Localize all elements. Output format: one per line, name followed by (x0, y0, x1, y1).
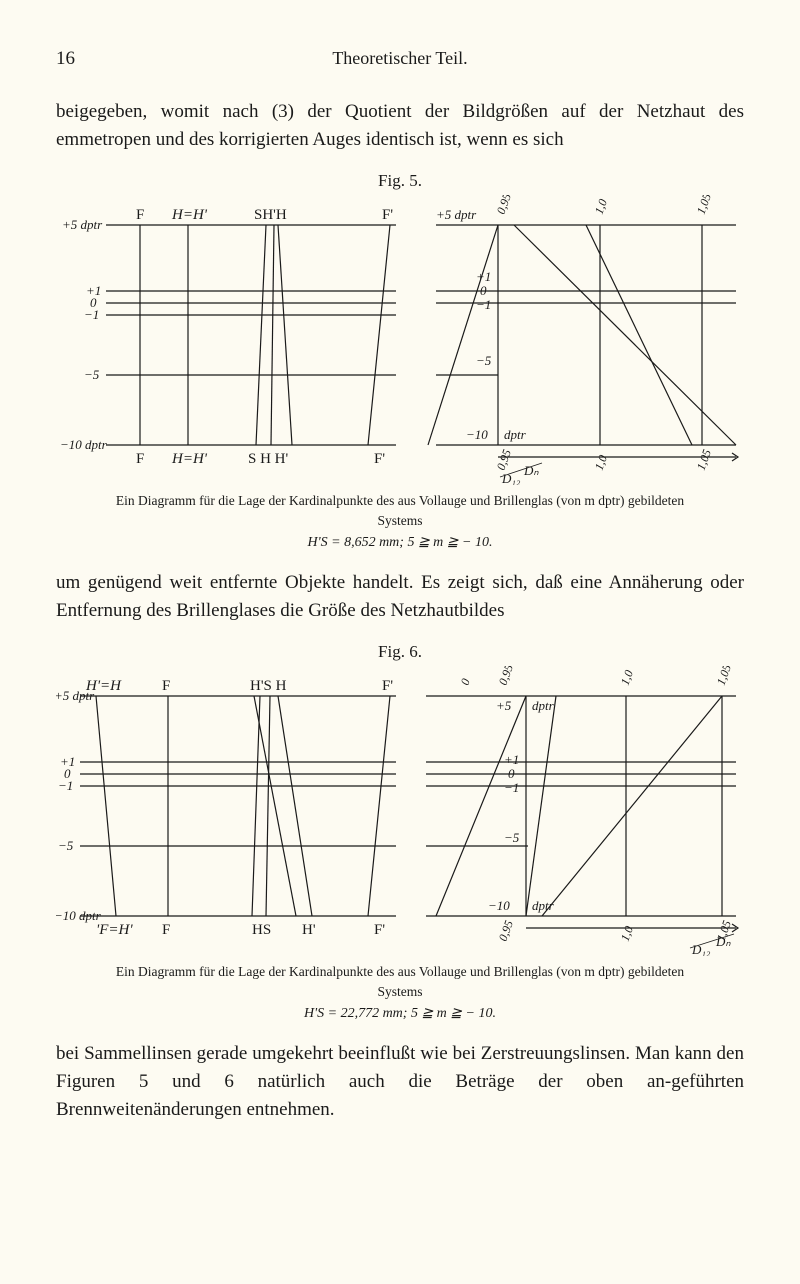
svg-text:+5: +5 (496, 698, 512, 713)
svg-text:0: 0 (508, 766, 515, 781)
fig6-caption-line1: Ein Diagramm für die Lage der Kardinalpu… (116, 964, 684, 979)
running-head: Theoretischer Teil. (56, 48, 744, 69)
svg-text:SH'H: SH'H (254, 207, 287, 223)
fig5-formula: H'S = 8,652 mm; 5 ≧ m ≧ − 10. (56, 534, 744, 551)
fig5-caption: Ein Diagramm für die Lage der Kardinalpu… (56, 491, 744, 530)
svg-text:F: F (136, 451, 144, 467)
paragraph-2: um genügend weit entfernte Objekte hande… (56, 569, 744, 624)
svg-text:F': F' (374, 451, 385, 467)
svg-text:H=H': H=H' (171, 207, 208, 223)
svg-text:F: F (136, 207, 144, 223)
svg-text:0,95: 0,95 (496, 666, 516, 687)
fig5-caption-line2: Systems (377, 513, 422, 528)
svg-text:−1: −1 (58, 778, 73, 793)
svg-text:−1: −1 (476, 297, 491, 312)
svg-text:0,95: 0,95 (494, 448, 514, 473)
svg-text:0,95: 0,95 (496, 919, 516, 944)
svg-text:H=H': H=H' (171, 451, 208, 467)
svg-text:−10: −10 (466, 427, 488, 442)
fig6-formula: H'S = 22,772 mm; 5 ≧ m ≧ − 10. (56, 1005, 744, 1022)
svg-text:'F=H': 'F=H' (96, 922, 133, 938)
svg-text:S H H': S H H' (248, 451, 289, 467)
svg-text:dptr: dptr (532, 898, 555, 913)
fig6-label: Fig. 6. (56, 642, 744, 662)
svg-text:HS: HS (252, 922, 271, 938)
svg-text:F': F' (382, 678, 393, 694)
svg-text:1,05: 1,05 (714, 666, 734, 687)
fig5-diagram: +5 dptr +1 0 −1 −5 −10 dptr F H=H' SH'H … (56, 195, 744, 485)
svg-text:F': F' (374, 922, 385, 938)
svg-text:+1: +1 (476, 269, 491, 284)
svg-text:dptr: dptr (532, 698, 555, 713)
svg-text:0,95: 0,95 (494, 195, 514, 216)
svg-text:1,0: 1,0 (592, 453, 610, 472)
svg-text:0: 0 (480, 283, 487, 298)
svg-text:1,0: 1,0 (618, 924, 636, 943)
fig5-caption-line1: Ein Diagramm für die Lage der Kardinalpu… (116, 493, 684, 508)
svg-text:+5 dptr: +5 dptr (436, 207, 477, 222)
svg-text:1,0: 1,0 (592, 197, 610, 216)
svg-text:1,05: 1,05 (694, 448, 714, 473)
svg-text:H'S H: H'S H (250, 678, 287, 694)
svg-text:F: F (162, 922, 170, 938)
page-header: 16 Theoretischer Teil. (56, 48, 744, 70)
fig6-caption: Ein Diagramm für die Lage der Kardinalpu… (56, 962, 744, 1001)
svg-text:1,0: 1,0 (618, 668, 636, 687)
svg-text:0: 0 (458, 677, 473, 687)
svg-text:−5: −5 (504, 830, 520, 845)
svg-text:+1: +1 (504, 752, 519, 767)
svg-text:1,05: 1,05 (694, 195, 714, 216)
svg-text:−5: −5 (58, 838, 74, 853)
svg-text:−10: −10 (488, 898, 510, 913)
svg-text:−10 dptr: −10 dptr (56, 908, 102, 923)
svg-text:F': F' (382, 207, 393, 223)
svg-text:Dₙ: Dₙ (523, 463, 539, 478)
svg-text:Dₙ: Dₙ (715, 934, 731, 949)
paragraph-3: bei Sammellinsen gerade umgekehrt beeinf… (56, 1040, 744, 1123)
svg-text:−5: −5 (476, 353, 492, 368)
svg-text:−5: −5 (84, 367, 100, 382)
svg-text:−1: −1 (504, 780, 519, 795)
svg-text:F: F (162, 678, 170, 694)
paragraph-1: beigegeben, womit nach (3) der Quotient … (56, 98, 744, 153)
svg-text:H'=H: H'=H (85, 678, 122, 694)
svg-text:+5 dptr: +5 dptr (62, 217, 103, 232)
svg-text:dptr: dptr (504, 427, 527, 442)
svg-text:−10 dptr: −10 dptr (60, 437, 108, 452)
fig6-caption-line2: Systems (377, 984, 422, 999)
fig5-label: Fig. 5. (56, 171, 744, 191)
fig6-diagram: +5 dptr +1 0 −1 −5 −10 dptr H'=H F H'S H… (56, 666, 744, 956)
svg-text:H': H' (302, 922, 316, 938)
svg-text:−1: −1 (84, 307, 99, 322)
